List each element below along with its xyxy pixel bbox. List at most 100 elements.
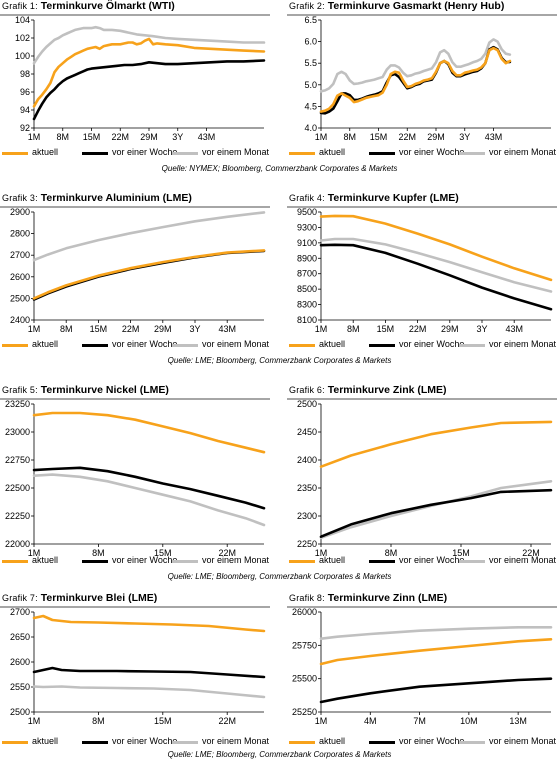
series-line-week xyxy=(319,488,553,538)
legend-label-month: vor einem Monat xyxy=(489,736,557,746)
legend-swatch-month xyxy=(459,560,485,563)
chart-prefix: Grafik 7: xyxy=(2,593,38,603)
chart-legend: aktuell vor einer Woche vor einem Monat xyxy=(287,339,557,351)
title-rule xyxy=(287,398,557,400)
x-tick-label: 7M xyxy=(413,716,426,726)
y-tick-label: 5.0 xyxy=(304,80,317,90)
y-tick-label: 94 xyxy=(20,105,30,115)
legend-swatch-week xyxy=(369,741,395,744)
series-line-week xyxy=(32,666,266,679)
legend-label-week: vor einer Woche xyxy=(399,736,465,746)
y-tick-label: 22500 xyxy=(5,483,30,493)
y-tick-label: 9300 xyxy=(297,222,317,232)
chart-title-text: Terminkurve Gasmarkt (Henry Hub) xyxy=(327,0,505,12)
legend-label-month: vor einem Monat xyxy=(202,555,270,565)
title-rule xyxy=(0,398,270,400)
x-tick-label: 43M xyxy=(198,132,216,142)
x-tick-label: 8M xyxy=(385,548,398,558)
chart-legend: aktuell vor einer Woche vor einem Monat xyxy=(0,339,270,351)
legend-label-week: vor einer Woche xyxy=(399,339,465,349)
chart-title-text: Terminkurve Kupfer (LME) xyxy=(327,192,459,204)
y-tick-label: 2450 xyxy=(297,427,317,437)
chart-title: Grafik 3: Terminkurve Aluminium (LME) xyxy=(2,192,192,204)
line-chart-wti: 92 94 96 98 100 102 104 1M 8M 15M 22M 29M 3Y 43M xyxy=(15,16,266,142)
legend-swatch-month xyxy=(459,152,485,155)
legend-label-month: vor einem Monat xyxy=(202,736,270,746)
series-line-week xyxy=(319,243,553,311)
x-tick-label: 15M xyxy=(83,132,101,142)
chart-panel-copper: Grafik 4: Terminkurve Kupfer (LME) 8100 8… xyxy=(287,192,557,352)
x-tick-label: 22M xyxy=(398,132,416,142)
y-tick-label: 2650 xyxy=(10,632,30,642)
series-line-month xyxy=(32,25,266,65)
x-tick-label: 1M xyxy=(28,324,41,334)
title-rule xyxy=(0,606,270,608)
x-tick-label: 8M xyxy=(343,132,356,142)
x-tick-label: 43M xyxy=(505,324,523,334)
y-tick-label: 23250 xyxy=(5,400,30,409)
y-tick-label: 22250 xyxy=(5,511,30,521)
x-tick-label: 29M xyxy=(427,132,445,142)
x-tick-label: 8M xyxy=(60,324,73,334)
x-tick-label: 3Y xyxy=(189,324,200,334)
x-tick-label: 22M xyxy=(111,132,129,142)
legend-label-week: vor einer Woche xyxy=(112,147,178,157)
y-tick-label: 4.0 xyxy=(304,123,317,133)
y-tick-label: 2900 xyxy=(10,208,30,217)
legend-swatch-week xyxy=(82,741,108,744)
chart-title-text: Terminkurve Aluminium (LME) xyxy=(40,192,192,204)
x-tick-label: 3Y xyxy=(172,132,183,142)
legend-swatch-current xyxy=(2,152,28,155)
legend-label-week: vor einer Woche xyxy=(399,555,465,565)
legend-label-current: aktuell xyxy=(32,147,59,157)
legend-swatch-month xyxy=(172,152,198,155)
series-line-current xyxy=(319,637,553,666)
title-rule xyxy=(0,206,270,208)
y-tick-label: 5.5 xyxy=(304,58,317,68)
source-note: Quelle: LME; Bloomberg, Commerzbank Corp… xyxy=(167,572,392,581)
y-tick-label: 96 xyxy=(20,87,30,97)
chart-prefix: Grafik 3: xyxy=(2,193,38,203)
y-tick-label: 8500 xyxy=(297,284,317,294)
title-rule xyxy=(0,14,270,16)
source-note: Quelle: NYMEX; Bloomberg, Commerzbank Co… xyxy=(161,164,398,173)
legend-label-month: vor einem Monat xyxy=(489,339,557,349)
source-note: Quelle: LME; Bloomberg, Commerzbank Corp… xyxy=(167,750,392,759)
chart-panel-lead: Grafik 7: Terminkurve Blei (LME) 2500 255… xyxy=(0,592,270,746)
y-tick-label: 25500 xyxy=(292,674,317,684)
legend-swatch-month xyxy=(459,344,485,347)
series-line-week xyxy=(32,249,266,301)
legend-swatch-current xyxy=(2,560,28,563)
x-tick-label: 29M xyxy=(140,132,158,142)
y-tick-label: 2250 xyxy=(297,539,317,549)
y-tick-label: 92 xyxy=(20,123,30,133)
chart-prefix: Grafik 8: xyxy=(289,593,325,603)
legend-label-current: aktuell xyxy=(319,555,346,565)
chart-panel-nickel: Grafik 5: Terminkurve Nickel (LME) 22000… xyxy=(0,384,270,565)
series-line-month xyxy=(319,625,553,641)
title-rule xyxy=(287,14,557,16)
y-tick-label: 100 xyxy=(15,51,30,61)
x-tick-label: 13M xyxy=(509,716,527,726)
y-tick-label: 2300 xyxy=(297,511,317,521)
y-tick-label: 98 xyxy=(20,69,30,79)
legend-swatch-week xyxy=(82,344,108,347)
x-tick-label: 4M xyxy=(364,716,377,726)
y-tick-label: 2600 xyxy=(10,657,30,667)
y-tick-label: 9500 xyxy=(297,208,317,217)
chart-title-text: Terminkurve Zinn (LME) xyxy=(327,592,448,604)
chart-panel-wti: Grafik 1: Terminkurve Ölmarkt (WTI) 92 94… xyxy=(0,0,270,160)
series-line-month xyxy=(319,237,553,293)
chart-panel-tin: Grafik 8: Terminkurve Zinn (LME) 25250 25… xyxy=(287,592,557,746)
chart-title: Grafik 8: Terminkurve Zinn (LME) xyxy=(289,592,447,604)
x-tick-label: 1M xyxy=(315,324,328,334)
line-chart-gas: 4.0 4.5 5.0 5.5 6.0 6.5 1M 8M 15M 22M 29M 3Y 43M xyxy=(304,16,551,142)
x-tick-label: 15M xyxy=(90,324,108,334)
x-tick-label: 1M xyxy=(28,548,41,558)
legend-swatch-month xyxy=(459,741,485,744)
line-chart-tin: 25250 25500 25750 26000 1M 4M 7M 10M 13M xyxy=(292,608,553,726)
y-tick-label: 6.0 xyxy=(304,37,317,47)
x-tick-label: 3Y xyxy=(459,132,470,142)
series-line-current xyxy=(319,214,553,282)
x-tick-label: 15M xyxy=(154,548,172,558)
